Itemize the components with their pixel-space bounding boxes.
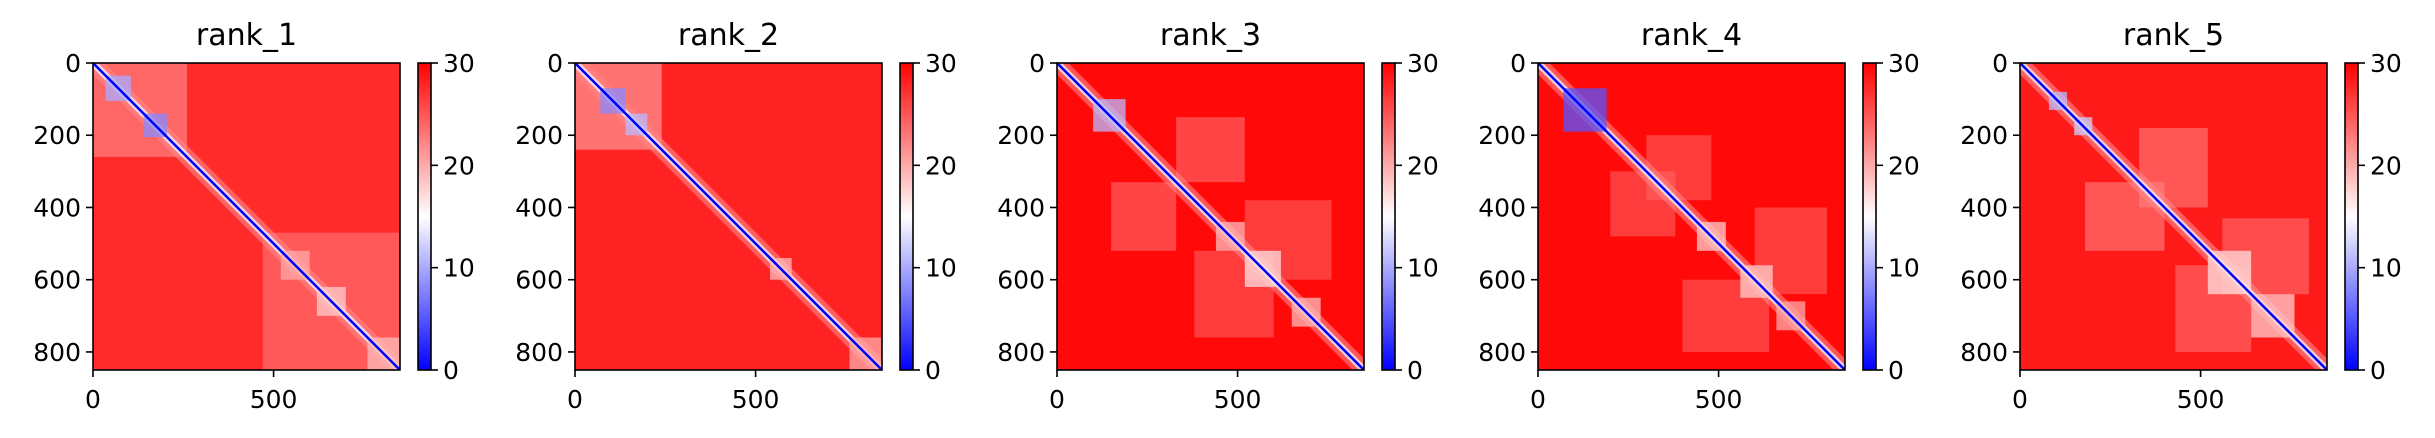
y-tick-label: 400 [1960, 193, 2008, 222]
colorbar [1863, 63, 1876, 370]
panel-title: rank_3 [1160, 18, 1261, 53]
colorbar-tick-label: 10 [443, 254, 475, 283]
heatmap-matrix [93, 63, 400, 370]
y-tick-label: 400 [515, 193, 563, 222]
heatmap-matrix [1538, 63, 1845, 370]
y-tick-label: 200 [515, 121, 563, 150]
y-tick-label: 200 [997, 121, 1045, 150]
y-tick-label: 400 [997, 193, 1045, 222]
y-tick-label: 600 [33, 266, 81, 295]
colorbar-tick-label: 20 [443, 151, 475, 180]
y-tick-label: 600 [1478, 266, 1526, 295]
y-tick-label: 800 [997, 338, 1045, 367]
colorbar-tick-label: 10 [1407, 254, 1439, 283]
colorbar-tick-label: 10 [2370, 254, 2402, 283]
colorbar-tick-label: 0 [1888, 356, 1904, 385]
colorbar-tick-label: 20 [1888, 151, 1920, 180]
panel-title: rank_4 [1641, 18, 1742, 53]
y-tick-label: 0 [1029, 49, 1045, 78]
y-tick-label: 200 [1478, 121, 1526, 150]
y-tick-label: 200 [1960, 121, 2008, 150]
panel-title: rank_5 [2123, 18, 2224, 53]
heatmap-matrix [2020, 63, 2327, 370]
x-tick-label: 0 [85, 385, 101, 414]
colorbar-tick-label: 20 [1407, 151, 1439, 180]
colorbar-tick-label: 0 [1407, 356, 1423, 385]
y-tick-label: 0 [65, 49, 81, 78]
colorbar-tick-label: 10 [925, 254, 957, 283]
diagonal-line [93, 63, 400, 370]
x-tick-label: 500 [250, 385, 298, 414]
colorbar [1382, 63, 1395, 370]
x-tick-label: 0 [1049, 385, 1065, 414]
diagonal-line [2020, 63, 2327, 370]
x-tick-label: 0 [2012, 385, 2028, 414]
y-tick-label: 600 [515, 266, 563, 295]
x-tick-label: 0 [567, 385, 583, 414]
y-tick-label: 800 [515, 338, 563, 367]
axis-frame [1537, 62, 1846, 371]
colorbar-tick-label: 30 [1888, 49, 1920, 78]
heatmap-region [1176, 117, 1245, 183]
colorbar [418, 63, 431, 370]
panel-title: rank_2 [678, 18, 779, 53]
colorbar-frame [1381, 62, 1396, 371]
y-tick-label: 0 [547, 49, 563, 78]
axis-frame [1056, 62, 1365, 371]
y-tick-label: 400 [1478, 193, 1526, 222]
y-tick-label: 0 [1510, 49, 1526, 78]
y-tick-label: 0 [1992, 49, 2008, 78]
colorbar-tick-label: 0 [925, 356, 941, 385]
panel-title: rank_1 [196, 18, 297, 53]
y-tick-label: 800 [33, 338, 81, 367]
x-tick-label: 500 [2177, 385, 2225, 414]
colorbar-tick-label: 30 [443, 49, 475, 78]
x-tick-label: 500 [1695, 385, 1743, 414]
colorbar [2345, 63, 2358, 370]
y-tick-label: 800 [1960, 338, 2008, 367]
colorbar-frame [417, 62, 432, 371]
diagonal-line [575, 63, 882, 370]
colorbar-tick-label: 30 [925, 49, 957, 78]
heatmap-matrix [575, 63, 882, 370]
axis-frame [2019, 62, 2328, 371]
colorbar-tick-label: 10 [1888, 254, 1920, 283]
x-tick-label: 500 [732, 385, 780, 414]
diagonal-line [1057, 63, 1364, 370]
x-tick-label: 0 [1530, 385, 1546, 414]
y-tick-label: 600 [997, 266, 1045, 295]
y-tick-label: 800 [1478, 338, 1526, 367]
colorbar [900, 63, 913, 370]
diagonal-line [1538, 63, 1845, 370]
colorbar-frame [1862, 62, 1877, 371]
heatmap-matrix [1057, 63, 1364, 370]
heatmap-region [1111, 182, 1177, 251]
colorbar-frame [899, 62, 914, 371]
colorbar-tick-label: 0 [2370, 356, 2386, 385]
colorbar-tick-label: 20 [2370, 151, 2402, 180]
x-tick-label: 500 [1214, 385, 1262, 414]
colorbar-frame [2344, 62, 2359, 371]
y-tick-label: 600 [1960, 266, 2008, 295]
colorbar-tick-label: 30 [2370, 49, 2402, 78]
axis-frame [574, 62, 883, 371]
colorbar-tick-label: 20 [925, 151, 957, 180]
colorbar-tick-label: 30 [1407, 49, 1439, 78]
colorbar-tick-label: 0 [443, 356, 459, 385]
axis-frame [92, 62, 401, 371]
y-tick-label: 400 [33, 193, 81, 222]
y-tick-label: 200 [33, 121, 81, 150]
